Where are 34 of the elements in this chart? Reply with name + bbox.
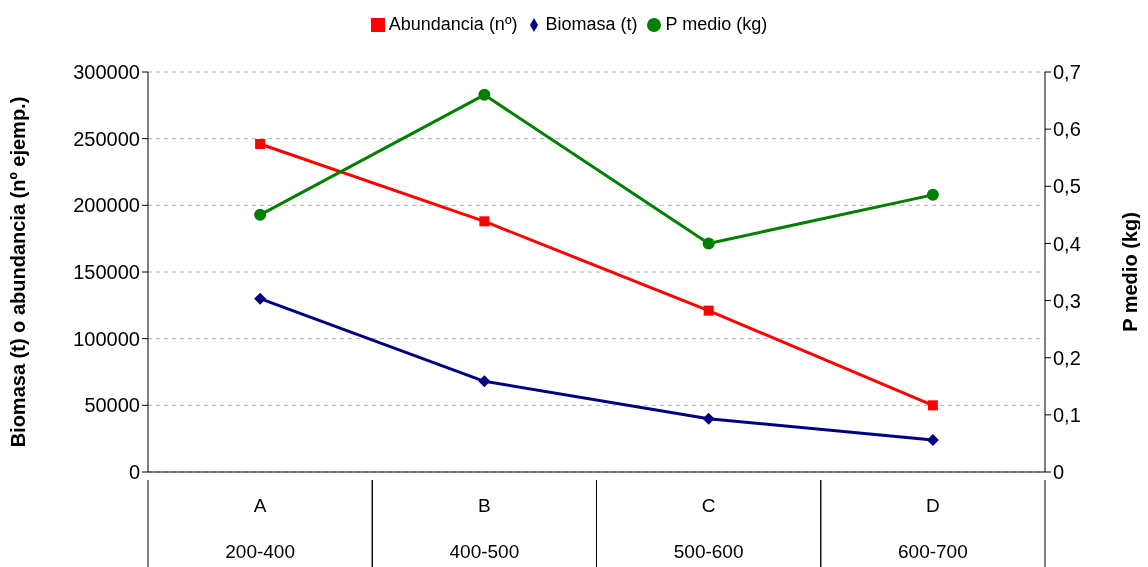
y-tick-label: 0: [128, 461, 140, 484]
category-label: C 500-600: [673, 495, 744, 562]
point: [478, 375, 491, 388]
y2-tick-label: 0,1: [1053, 403, 1081, 426]
y2-tick-label: 0,5: [1053, 175, 1081, 198]
y-tick-label: 100000: [73, 327, 140, 350]
y2-tick-label: 0,3: [1053, 289, 1081, 312]
point: [703, 305, 714, 316]
legend-label: Abundancia (nº): [388, 14, 518, 34]
legend-label: Biomasa (t): [545, 14, 638, 34]
point: [702, 412, 715, 425]
y2-tick-label: 0,7: [1053, 61, 1081, 84]
y-tick-label: 50000: [84, 394, 140, 417]
y-tick-label: 300000: [73, 61, 140, 84]
point: [927, 400, 938, 411]
y2-tick-label: 0,2: [1053, 346, 1081, 369]
y2-tick-label: 0: [1053, 461, 1065, 484]
point: [926, 188, 939, 201]
point: [254, 292, 267, 305]
point: [479, 216, 490, 227]
point: [702, 237, 715, 250]
y2-tick-label: 0,4: [1053, 232, 1081, 255]
point: [254, 208, 267, 221]
y-tick-label: 150000: [73, 261, 140, 284]
point: [478, 88, 491, 101]
category-label: D 600-700: [898, 495, 968, 562]
category-label: B 400-500: [449, 495, 520, 562]
y-tick-label: 250000: [73, 127, 140, 150]
point: [255, 139, 266, 149]
y-tick-label: 200000: [73, 194, 140, 217]
category-label: A 200-400: [225, 495, 295, 562]
y-axis-title: Biomasa (t) o abundancia (nº ejemp.): [7, 96, 30, 448]
legend-label: P medio (kg): [665, 14, 768, 34]
y2-tick-label: 0,6: [1053, 118, 1081, 141]
